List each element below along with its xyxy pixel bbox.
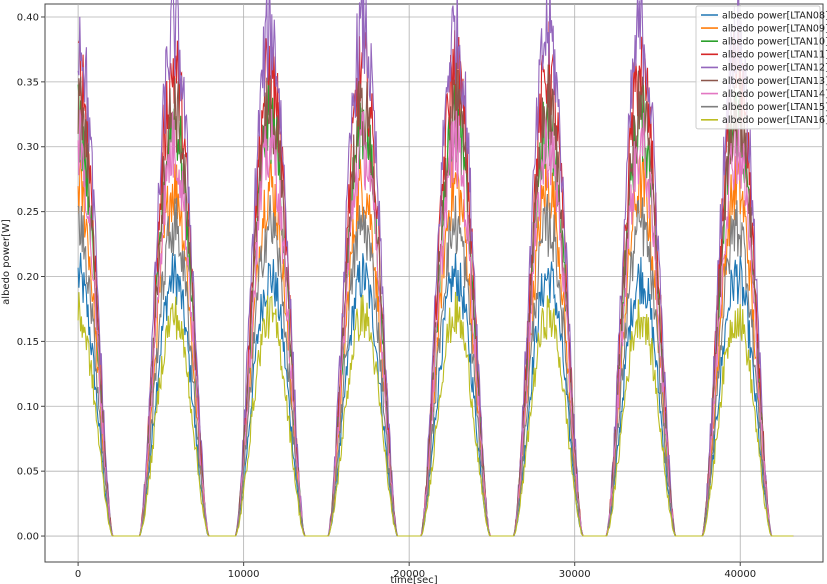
y-tick-label: 0.15 [17, 337, 39, 348]
legend-entry: albedo power[LTAN13] [722, 76, 827, 87]
x-tick-label: 0 [75, 569, 81, 580]
legend: albedo power[LTAN08] albedo power[LTAN09]… [695, 5, 827, 130]
legend-entry: albedo power[LTAN08] [722, 10, 827, 21]
x-axis-label: time[sec] [390, 575, 437, 584]
series-line-9 [77, 291, 794, 537]
legend-entry: albedo power[LTAN09] [722, 23, 827, 34]
legend-entry: albedo power[LTAN12] [722, 63, 827, 74]
x-tick-label: 10000 [228, 569, 260, 580]
legend-box [695, 5, 821, 130]
x-tick-label: 40000 [724, 569, 756, 580]
x-tick-label: 30000 [559, 569, 591, 580]
y-tick-label: 0.00 [17, 532, 39, 543]
y-tick-label: 0.20 [17, 272, 39, 283]
legend-entry: albedo power[LTAN11] [722, 50, 827, 61]
series-lines [77, 0, 794, 537]
x-tick-label: 20000 [393, 569, 425, 580]
legend-entry: albedo power[LTAN16] [722, 115, 827, 126]
y-axis-label: albedo power[W] [1, 219, 12, 305]
y-axis-ticks: 0.00 0.05 0.10 0.15 0.20 0.25 0.30 0.35 0.40 [17, 12, 45, 543]
legend-entry: albedo power[LTAN15] [722, 102, 827, 113]
y-tick-label: 0.30 [17, 142, 39, 153]
y-tick-label: 0.10 [17, 402, 39, 413]
legend-entry: albedo power[LTAN10] [722, 37, 827, 48]
y-tick-label: 0.40 [17, 12, 39, 23]
y-tick-label: 0.25 [17, 207, 39, 218]
legend-entry: albedo power[LTAN14] [722, 89, 827, 100]
y-tick-label: 0.35 [17, 77, 39, 88]
y-tick-label: 0.05 [17, 467, 39, 478]
x-axis-ticks: 0 10000 20000 30000 40000 [75, 562, 756, 580]
